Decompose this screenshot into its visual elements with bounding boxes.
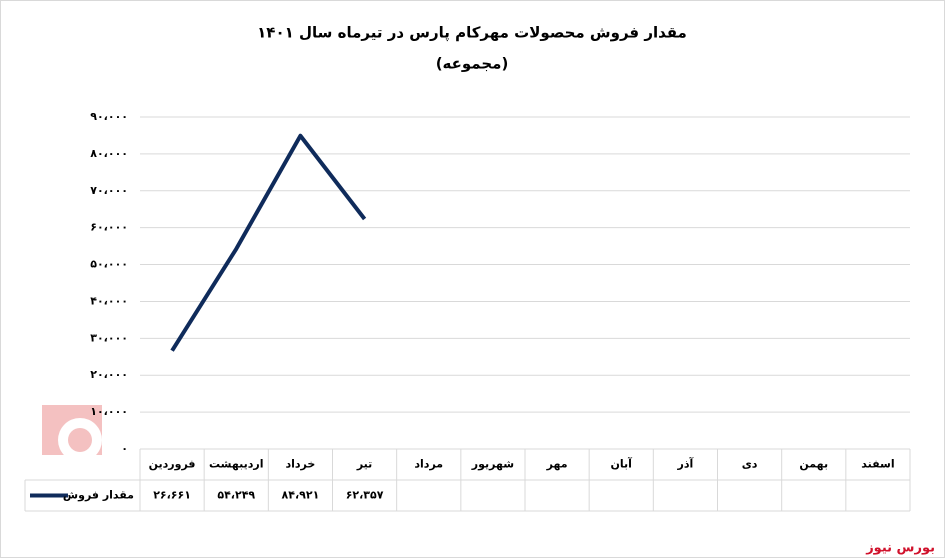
data-label: ۲۶،۶۶۱ — [153, 489, 191, 502]
y-tick-label: ۷۰،۰۰۰ — [90, 184, 128, 197]
x-tick-label: خرداد — [285, 458, 315, 471]
watermark-logo — [42, 405, 102, 462]
source: بورس نیوز — [865, 541, 935, 556]
x-tick-label: اردیبهشت — [209, 458, 263, 471]
x-tick-label: شهریور — [471, 458, 514, 471]
series-line — [170, 133, 367, 352]
x-tick-label: اسفند — [861, 458, 894, 471]
y-tick-label: ۹۰،۰۰۰ — [90, 110, 128, 123]
chart-subtitle: (مجموعه) — [436, 55, 509, 73]
x-tick-label: مرداد — [414, 458, 443, 471]
x-tick-label: تیر — [356, 458, 372, 471]
x-tick-label: بهمن — [799, 458, 828, 471]
y-tick-label: ۱۰،۰۰۰ — [90, 405, 128, 418]
chart-title: مقدار فروش محصولات مهرکام پارس در تیرماه… — [257, 24, 687, 43]
x-tick-label: مهر — [546, 458, 568, 471]
x-tick-label: آبان — [611, 457, 633, 471]
y-tick-label: ۵۰،۰۰۰ — [90, 258, 128, 271]
data-label: ۵۴،۲۴۹ — [217, 489, 255, 502]
legend-label: مقدار فروش — [63, 489, 134, 502]
x-tick-label: آذر — [677, 457, 694, 471]
y-tick-label: ۴۰،۰۰۰ — [90, 294, 128, 307]
x-tick-label: فروردین — [149, 458, 196, 471]
data-label: ۸۴،۹۲۱ — [282, 489, 320, 502]
y-tick-label: ۳۰،۰۰۰ — [90, 331, 128, 344]
data-label: ۶۲،۳۵۷ — [346, 489, 384, 502]
y-tick-label: ۸۰،۰۰۰ — [90, 147, 128, 160]
x-tick-label: دی — [742, 458, 758, 471]
y-tick-label: ۲۰،۰۰۰ — [90, 368, 128, 381]
y-tick-label: ۶۰،۰۰۰ — [90, 221, 128, 234]
y-tick-label: ۰ — [121, 442, 128, 455]
